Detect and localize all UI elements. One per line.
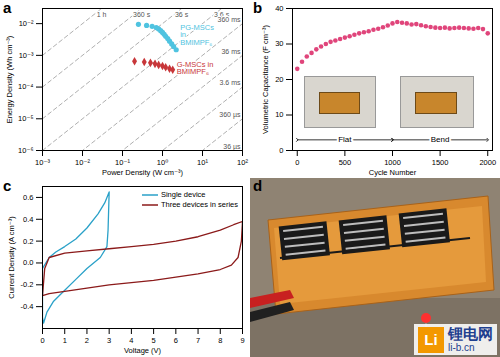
svg-text:360 s: 360 s [133,11,151,18]
svg-text:Bend: Bend [431,135,450,144]
svg-text:8: 8 [218,336,222,345]
svg-text:Power Density (W cm⁻³): Power Density (W cm⁻³) [102,168,184,177]
svg-text:500: 500 [339,158,352,167]
svg-text:10¹: 10¹ [197,158,208,167]
svg-text:10⁻⁴: 10⁻⁴ [18,82,34,91]
svg-text:10⁻³: 10⁻³ [19,51,34,60]
svg-text:Voltage (V): Voltage (V) [124,346,162,355]
svg-text:360 µs: 360 µs [219,111,241,119]
svg-text:Cycle Number: Cycle Number [369,168,417,177]
svg-text:36 µs: 36 µs [223,143,241,151]
html-text:Single device: Single device [160,190,206,199]
svg-text:1000: 1000 [384,158,401,167]
html-text:Li: Li [424,331,438,348]
svg-text:0.4: 0.4 [23,215,33,224]
svg-text:3.6 s: 3.6 s [214,10,230,18]
svg-text:3: 3 [107,336,111,345]
svg-text:7: 7 [196,336,200,345]
svg-text:20: 20 [275,75,283,84]
svg-text:10²: 10² [237,158,248,167]
html-text:Three devices in series: Three devices in series [160,200,238,209]
svg-text:4: 4 [129,336,133,345]
svg-text:2000: 2000 [479,158,496,167]
svg-text:PG-MSCsinBMIMPF₆: PG-MSCsinBMIMPF₆ [180,23,214,47]
svg-text:36 ms: 36 ms [221,48,241,55]
svg-text:360 ms: 360 ms [218,16,241,23]
svg-text:10: 10 [275,110,283,119]
svg-text:10⁻⁵: 10⁻⁵ [18,114,33,123]
svg-text:10⁰: 10⁰ [157,158,168,167]
svg-text:1: 1 [63,336,67,345]
svg-text:G-MSCs inBMIMPF₆: G-MSCs inBMIMPF₆ [177,60,214,76]
svg-text:0.0: 0.0 [23,258,33,267]
svg-text:6: 6 [174,336,178,345]
svg-text:-0.4: -0.4 [21,302,34,311]
svg-text:0: 0 [279,146,283,155]
svg-text:10⁻³: 10⁻³ [35,158,50,167]
svg-text:0.2: 0.2 [23,237,33,246]
svg-text:3.6 ms: 3.6 ms [219,79,241,86]
svg-text:2: 2 [85,336,89,345]
svg-text:30: 30 [275,39,283,48]
svg-text:0.6: 0.6 [23,193,33,202]
svg-text:-0.2: -0.2 [21,280,34,289]
svg-text:0: 0 [40,336,44,345]
html-text:c: c [3,177,12,194]
html-text:li-b.cn: li-b.cn [448,342,475,353]
svg-text:Flat: Flat [338,135,352,144]
svg-text:10⁻¹: 10⁻¹ [115,158,130,167]
svg-text:36 s: 36 s [175,11,189,18]
svg-text:40: 40 [275,4,283,13]
html-text:a: a [3,0,12,16]
svg-text:Energy Density (Wh cm⁻³): Energy Density (Wh cm⁻³) [5,35,14,123]
svg-text:10⁻⁶: 10⁻⁶ [18,146,33,155]
html-text:d: d [253,177,263,194]
svg-text:10⁻²: 10⁻² [19,19,34,28]
html-text:b: b [253,0,263,16]
svg-text:0: 0 [295,158,299,167]
html-text:锂电网: 锂电网 [448,325,493,343]
svg-text:10⁻²: 10⁻² [75,158,90,167]
svg-text:1500: 1500 [432,158,449,167]
svg-text:9: 9 [240,336,244,345]
svg-text:1 h: 1 h [97,11,107,18]
svg-text:5: 5 [152,336,156,345]
svg-text:Current Density (A cm⁻³): Current Density (A cm⁻³) [7,216,16,299]
svg-text:Volumetric Capacitance (F cm⁻³: Volumetric Capacitance (F cm⁻³) [261,25,270,134]
